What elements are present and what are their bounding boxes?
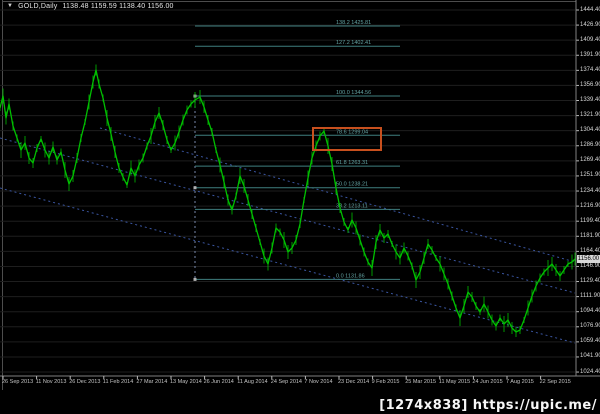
date-axis-label: 24 Jun 2015 (472, 379, 503, 385)
window-border-top (2, 1, 576, 2)
price-axis-label: 1444.40 (580, 6, 600, 13)
price-axis-label: 1216.90 (580, 202, 600, 209)
trendline[interactable] (0, 137, 576, 294)
price-axis-label: 1094.40 (580, 308, 600, 315)
highlight-rectangle[interactable] (312, 127, 382, 151)
fib-level-label: 127.2 1402.41 (336, 40, 371, 46)
price-axis-label: 1356.90 (580, 81, 600, 88)
price-axis-label: 1076.90 (580, 323, 600, 330)
date-axis-label: 27 Mar 2014 (136, 379, 168, 385)
date-axis-label: 25 Mar 2015 (405, 379, 437, 385)
chart-title: ▼ GOLD,Daily 1138.48 1159.59 1138.40 115… (7, 3, 174, 10)
date-axis-label: 11 Aug 2014 (237, 379, 268, 385)
price-axis-label: 1251.90 (580, 172, 600, 179)
fib-level-label: 38.2 1213.11 (336, 203, 368, 209)
price-series (0, 69, 576, 333)
price-axis-label: 1059.40 (580, 338, 600, 345)
price-axis-label: 1321.90 (580, 112, 600, 119)
window-border-left (2, 0, 3, 390)
price-axis-label: 1374.40 (580, 66, 600, 73)
fib-level-label: 100.0 1344.56 (336, 90, 371, 96)
fib-level-label: 78.6 1299.04 (336, 129, 368, 135)
date-axis-label: 11 May 2015 (438, 379, 471, 385)
symbol-timeframe-label: GOLD,Daily (18, 3, 58, 10)
price-axis-label: 1304.40 (580, 127, 600, 134)
date-axis-label: 7 Nov 2014 (304, 379, 333, 385)
date-axis-label: 9 Feb 2015 (371, 379, 400, 385)
price-axis-label: 1146.90 (580, 262, 600, 269)
fib-anchor-marker[interactable] (193, 186, 197, 190)
date-axis-label: 23 Dec 2014 (338, 379, 370, 385)
chart-symbol-icon: ▼ (7, 3, 14, 9)
date-axis-label: 22 Sep 2015 (539, 379, 571, 385)
price-axis-label: 1041.90 (580, 353, 600, 360)
date-axis-label: 24 Sep 2014 (270, 379, 302, 385)
price-axis-label: 1199.40 (580, 217, 600, 224)
price-axis-label: 1129.40 (580, 278, 600, 285)
fib-level-label: 50.0 1238.21 (336, 182, 368, 188)
date-axis-label: 26 Dec 2013 (69, 379, 101, 385)
date-axis-label: 11 Nov 2013 (35, 379, 67, 385)
price-axis-label: 1339.40 (580, 97, 600, 103)
date-axis-label: 26 Sep 2013 (2, 379, 34, 385)
current-price-badge: 1156.00 (577, 254, 600, 263)
price-axis-label: 1391.90 (580, 51, 600, 58)
price-axis-label: 1111.90 (580, 293, 600, 300)
fib-level-label: 0.0 1131.86 (336, 273, 365, 279)
watermark: [1274x838] https://upic.me/ (379, 398, 597, 413)
fib-level-label: 138.2 1425.81 (336, 20, 371, 26)
price-axis-label: 1164.40 (580, 247, 600, 254)
trendline[interactable] (0, 187, 576, 344)
fib-anchor-marker[interactable] (193, 277, 197, 281)
price-axis-label: 1409.40 (580, 36, 600, 43)
price-axis-label: 1426.90 (580, 21, 600, 28)
date-axis-label: 11 Feb 2014 (102, 379, 134, 385)
price-axis-label: 1286.90 (580, 142, 600, 149)
ohlc-readout: 1138.48 1159.59 1138.40 1156.00 (62, 3, 174, 10)
date-axis-label: 26 Jun 2014 (203, 379, 234, 385)
fib-level-label: 61.8 1263.31 (336, 160, 368, 166)
price-axis-label: 1024.40 (580, 368, 600, 375)
price-axis-label: 1269.40 (580, 157, 600, 164)
price-axis-label: 1234.40 (580, 187, 600, 194)
price-axis-label: 1181.90 (580, 232, 600, 239)
date-axis-label: 7 Aug 2015 (506, 379, 534, 385)
date-axis-label: 13 May 2014 (170, 379, 202, 385)
